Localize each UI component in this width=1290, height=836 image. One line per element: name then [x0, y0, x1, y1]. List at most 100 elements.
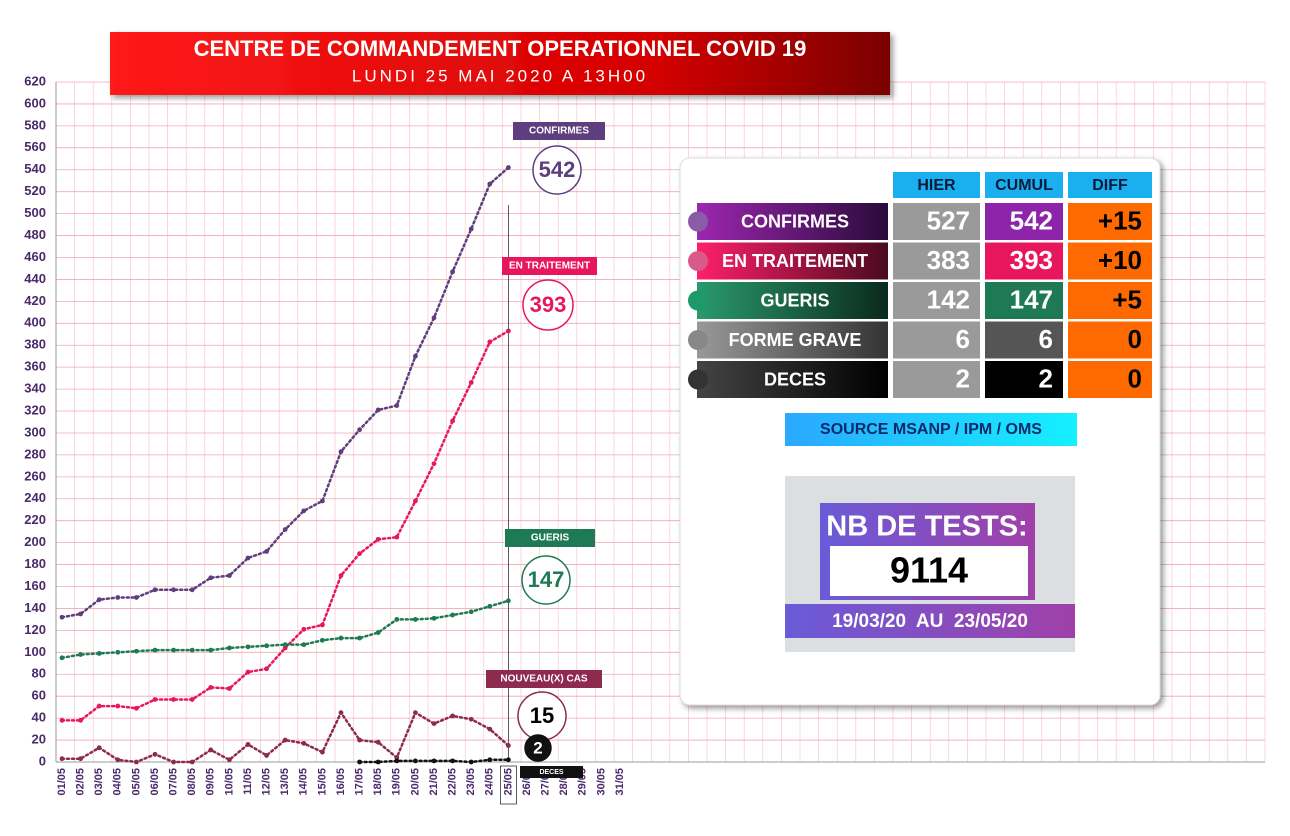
point — [487, 757, 493, 763]
point — [134, 759, 139, 765]
y-tick-label: 60 — [32, 688, 46, 703]
point — [282, 527, 288, 532]
point — [208, 575, 214, 581]
row-name-cell — [697, 203, 888, 240]
point — [171, 697, 177, 702]
point — [413, 617, 418, 622]
point — [375, 407, 381, 413]
row-name-cell — [697, 321, 888, 359]
row-name-cell — [697, 242, 888, 280]
cell — [1068, 282, 1152, 319]
cell-value: 0 — [1128, 324, 1142, 354]
point — [78, 652, 83, 657]
point — [431, 461, 437, 467]
x-tick-label: 16/05 — [335, 768, 347, 796]
point — [208, 685, 214, 690]
x-tick-label: 30/05 — [595, 768, 607, 796]
x-tick-label: 04/05 — [112, 768, 124, 796]
point — [171, 759, 177, 765]
x-tick-label: 15/05 — [316, 768, 328, 796]
chart-title: CENTRE DE COMMANDEMENT OPERATIONNEL COVI… — [194, 36, 807, 61]
point — [301, 642, 307, 648]
point — [338, 573, 344, 578]
series-tag-label: NOUVEAU(X) CAS — [500, 674, 588, 685]
x-tick-label: 11/05 — [242, 768, 254, 795]
cell-value: 147 — [1010, 284, 1053, 314]
point — [413, 353, 418, 359]
cell-value: 2 — [1039, 363, 1053, 393]
title-banner — [110, 32, 890, 95]
point — [431, 315, 437, 321]
callout-value: 542 — [539, 157, 576, 182]
point — [338, 635, 344, 641]
cell-value: 2 — [956, 363, 970, 393]
point — [245, 555, 251, 561]
point — [208, 647, 214, 653]
callout — [524, 734, 552, 762]
cell-value: 6 — [956, 324, 970, 354]
y-tick-label: 180 — [24, 556, 46, 571]
callout-value: 147 — [528, 567, 565, 592]
point — [468, 609, 474, 615]
series-line — [60, 166, 510, 619]
tests-period: 19/03/20 AU 23/05/20 — [832, 611, 1028, 632]
tests-period-box — [785, 604, 1075, 638]
cell — [893, 321, 980, 359]
point — [115, 703, 121, 709]
callout — [521, 555, 571, 605]
cell-value: +10 — [1098, 245, 1142, 275]
point — [320, 637, 325, 643]
y-tick-label: 200 — [24, 534, 46, 549]
point — [189, 647, 195, 653]
point — [227, 686, 232, 691]
y-tick-label: 500 — [24, 205, 46, 220]
point — [468, 716, 474, 722]
point — [96, 745, 102, 751]
cell — [893, 282, 980, 319]
point — [394, 403, 400, 408]
y-tick-label: 540 — [24, 161, 46, 176]
x-tick-label: 31/05 — [614, 768, 626, 796]
cell — [985, 242, 1063, 280]
point — [171, 647, 177, 653]
row-name-cell — [697, 361, 888, 398]
point — [96, 703, 102, 709]
y-tick-label: 240 — [24, 490, 46, 505]
cell — [1068, 361, 1152, 398]
point — [394, 617, 400, 622]
cell-value: +5 — [1112, 284, 1142, 314]
y-tick-label: 260 — [24, 468, 46, 483]
point — [357, 551, 362, 557]
header-cell — [985, 172, 1063, 198]
point — [357, 427, 362, 433]
point — [413, 758, 418, 764]
point — [264, 643, 269, 649]
point — [506, 165, 511, 170]
point — [59, 717, 65, 723]
point — [450, 418, 455, 424]
x-tick-label: 02/05 — [75, 768, 87, 796]
point — [394, 534, 400, 540]
point — [413, 498, 418, 504]
cell — [985, 321, 1063, 359]
row-dot — [688, 330, 708, 350]
y-tick-label: 460 — [24, 249, 46, 264]
y-tick-label: 520 — [24, 183, 46, 198]
y-tick-label: 480 — [24, 227, 46, 242]
x-tick-label: 01/05 — [56, 768, 68, 796]
point — [468, 380, 474, 385]
y-tick-label: 560 — [24, 139, 46, 154]
tests-label: NB DE TESTS: — [826, 511, 1027, 543]
cell — [985, 282, 1063, 319]
point — [245, 644, 251, 650]
row-name: DECES — [764, 369, 826, 389]
cell-value: 393 — [1010, 245, 1053, 275]
x-tick-label: 25/05 — [502, 768, 514, 796]
point — [431, 615, 437, 621]
point — [134, 648, 139, 654]
cell — [1068, 242, 1152, 280]
cell-value: 142 — [927, 284, 970, 314]
point — [227, 645, 232, 651]
x-tick-label: 06/05 — [149, 768, 161, 796]
cell — [893, 361, 980, 398]
